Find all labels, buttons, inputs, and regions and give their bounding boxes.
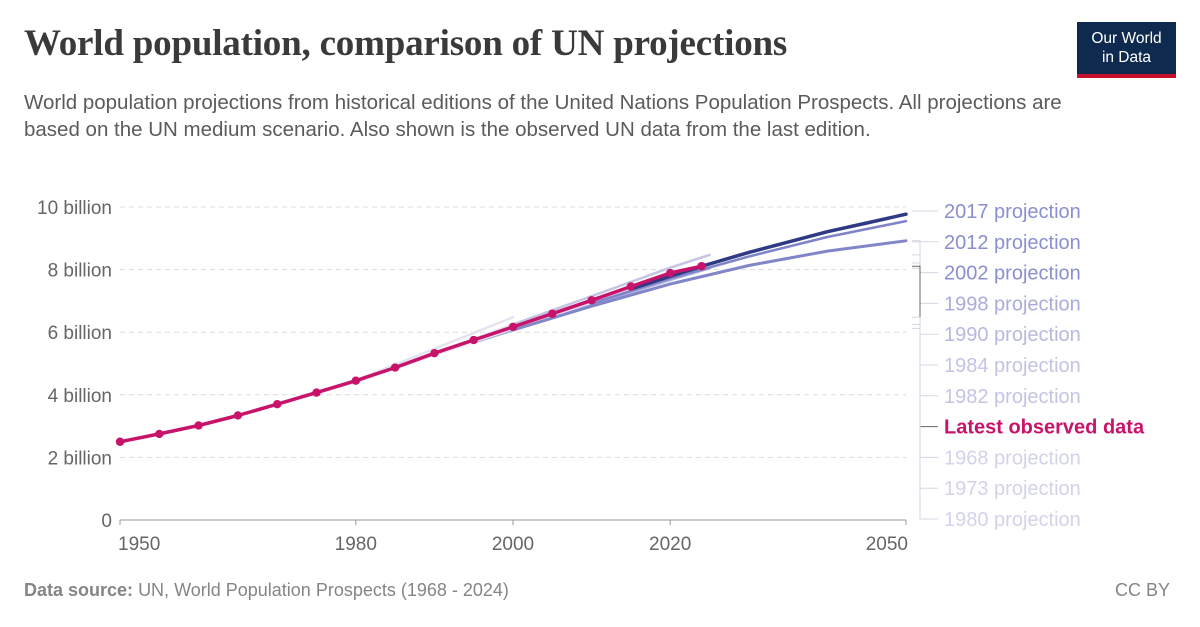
legend-label-1980-projection: 1980 projection — [944, 509, 1081, 531]
x-tick-label: 1980 — [335, 534, 377, 555]
legend-label-2012-projection: 2012 projection — [944, 232, 1081, 254]
y-tick-label: 6 billion — [48, 323, 112, 344]
data-point-latest-observed-data — [430, 348, 439, 358]
legend-label-1982-projection: 1982 projection — [944, 386, 1081, 408]
license-link[interactable]: CC BY — [1114, 580, 1170, 600]
legend-label-1990-projection: 1990 projection — [944, 324, 1081, 346]
series-line-2017-projection — [629, 212, 908, 291]
data-point-latest-observed-data — [508, 322, 518, 332]
series-line-2012-projection — [590, 219, 908, 305]
data-point-latest-observed-data — [194, 421, 203, 430]
legend-connector-1980-projection — [912, 327, 938, 520]
data-point-latest-observed-data — [626, 282, 636, 291]
legend-label-1968-projection: 1968 projection — [944, 447, 1081, 469]
x-tick-label: 2020 — [649, 534, 691, 555]
legend-connector-1990-projection — [912, 254, 938, 335]
y-tick-label: 8 billion — [48, 261, 112, 282]
data-point-latest-observed-data — [587, 296, 596, 305]
legend-connector-1968-projection — [912, 316, 938, 458]
legend-label-2002-projection: 2002 projection — [944, 263, 1081, 285]
legend-connector-1982-projection — [912, 262, 938, 397]
data-point-latest-observed-data — [469, 335, 478, 345]
legend-connector-1998-projection — [912, 267, 938, 304]
x-tick-label: 1950 — [118, 534, 160, 555]
data-point-latest-observed-data — [697, 261, 706, 271]
series-line-2002-projection — [511, 239, 908, 332]
data-point-latest-observed-data — [273, 399, 282, 409]
x-tick-label: 2050 — [866, 534, 908, 555]
data-point-latest-observed-data — [548, 309, 557, 318]
legend-label-latest-observed-data: Latest observed data — [944, 417, 1145, 439]
data-point-latest-observed-data — [155, 429, 164, 439]
chart-subtitle: World population projections from histor… — [24, 91, 1062, 141]
line-chart: 0 2 billion 4 billion 6 billion 8 billion 10 … — [37, 198, 1145, 555]
data-point-latest-observed-data — [666, 268, 675, 278]
data-point-latest-observed-data — [351, 376, 360, 385]
x-tick-label: 2000 — [492, 534, 534, 555]
logo-line-2: in Data — [1101, 49, 1152, 66]
data-point-latest-observed-data — [115, 437, 125, 446]
our-world-in-data-logo[interactable]: Our World in Data — [1077, 22, 1176, 78]
chart-title: World population, comparison of UN proje… — [24, 23, 788, 64]
y-tick-label: 4 billion — [48, 386, 112, 407]
legend-label-1984-projection: 1984 projection — [944, 355, 1081, 377]
logo-line-1: Our World — [1091, 30, 1162, 47]
data-point-latest-observed-data — [312, 388, 321, 397]
legend-label-2017-projection: 2017 projection — [944, 201, 1081, 223]
y-tick-label: 10 billion — [37, 198, 112, 219]
legend-label-1998-projection: 1998 projection — [944, 293, 1081, 315]
legend-connector-1973-projection — [912, 323, 938, 489]
y-tick-label: 2 billion — [48, 448, 112, 469]
legend-connector-1984-projection — [912, 262, 938, 366]
data-point-latest-observed-data — [233, 411, 243, 420]
data-source: Data source: UN, World Population Prospe… — [24, 580, 509, 601]
y-tick-label: 0 — [101, 511, 112, 532]
data-source-label: Data source: — [24, 580, 134, 600]
series-line-latest-observed-data — [118, 264, 704, 444]
legend-label-1973-projection: 1973 projection — [944, 478, 1081, 500]
data-point-latest-observed-data — [390, 363, 400, 372]
data-source-text: UN, World Population Prospects (1968 - 2… — [138, 580, 509, 600]
legend-connector-latest-observed-data — [912, 265, 938, 428]
